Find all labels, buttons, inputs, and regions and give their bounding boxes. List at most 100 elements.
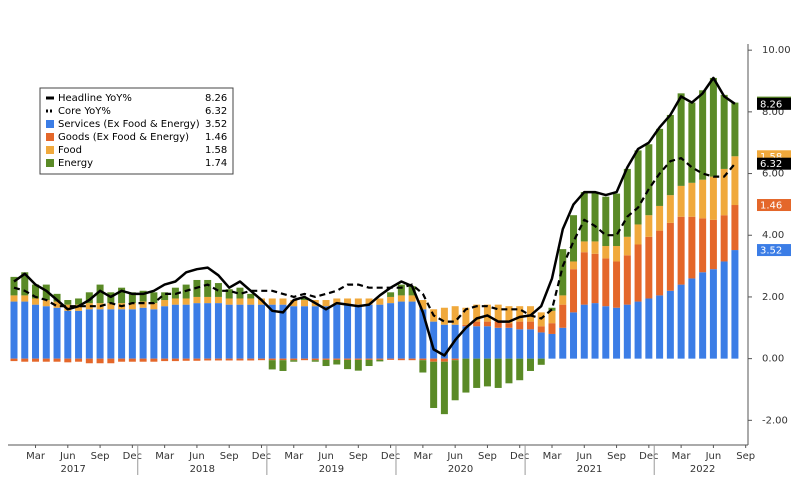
bar: [344, 359, 352, 370]
bar: [516, 358, 524, 381]
bar: [96, 309, 104, 359]
bar: [731, 156, 739, 206]
value-tag-label: 8.26: [760, 99, 782, 110]
bar: [107, 303, 115, 310]
bar: [344, 304, 352, 359]
legend-swatch: [46, 133, 54, 141]
bar: [225, 358, 233, 361]
bar: [204, 303, 212, 359]
bar: [656, 295, 664, 359]
bar: [10, 276, 18, 296]
bar: [268, 298, 276, 305]
bar: [440, 324, 448, 359]
bar: [85, 292, 93, 304]
bar: [483, 304, 491, 322]
bar: [107, 358, 115, 364]
bar: [494, 304, 502, 322]
bar: [257, 358, 265, 361]
bar: [139, 358, 147, 362]
bar: [311, 360, 319, 362]
bar: [516, 306, 524, 322]
value-tag-label: 6.32: [760, 159, 782, 170]
bar: [344, 358, 352, 360]
bar: [301, 300, 309, 307]
bar: [451, 358, 459, 361]
bar: [171, 304, 179, 359]
bar: [709, 176, 717, 220]
bar: [408, 301, 416, 359]
bar: [236, 287, 244, 299]
bar: [634, 244, 642, 302]
bar: [419, 309, 427, 359]
bar: [688, 278, 696, 359]
bar: [408, 295, 416, 302]
bar: [193, 303, 201, 359]
bar: [462, 358, 470, 393]
bar: [204, 279, 212, 297]
legend: Headline YoY% 8.26 Core YoY% 6.32 Services (…: [39, 87, 234, 175]
bar: [311, 358, 319, 361]
bar: [128, 309, 136, 359]
x-tick-label: Jun: [59, 451, 76, 462]
bar: [354, 298, 362, 305]
bar: [128, 358, 136, 362]
bar: [225, 298, 233, 305]
legend-label: Headline YoY%: [58, 93, 132, 104]
bar: [494, 327, 502, 359]
bar: [570, 261, 578, 270]
bar: [666, 114, 674, 196]
bar: [96, 284, 104, 304]
bar: [118, 309, 126, 359]
y-tick-label: 6.00: [762, 169, 784, 180]
bar: [548, 323, 556, 334]
bar: [720, 168, 728, 216]
year-label: 2021: [577, 464, 602, 475]
bar: [150, 292, 158, 304]
bar: [204, 296, 212, 304]
bar: [645, 236, 653, 299]
x-tick-label: Sep: [607, 451, 626, 462]
bar: [451, 306, 459, 325]
bar: [21, 301, 29, 359]
bar: [666, 222, 674, 291]
bar: [118, 358, 126, 362]
bar: [139, 290, 147, 302]
bar: [473, 321, 481, 327]
bar: [128, 303, 136, 310]
bar: [483, 358, 491, 387]
bar: [290, 358, 298, 361]
bar: [290, 300, 298, 307]
bar: [397, 301, 405, 359]
bar: [53, 293, 61, 302]
x-tick-label: Sep: [220, 451, 239, 462]
year-label: 2020: [448, 464, 473, 475]
bar: [494, 321, 502, 328]
bar: [483, 321, 491, 327]
bar: [268, 360, 276, 370]
bar: [537, 332, 545, 359]
y-tick-label: 2.00: [762, 292, 784, 303]
bar: [236, 298, 244, 305]
bar: [301, 306, 309, 359]
bar: [236, 358, 244, 361]
bar: [602, 196, 610, 247]
bar: [301, 358, 309, 361]
bar: [333, 359, 341, 365]
bar: [634, 224, 642, 245]
bar: [193, 358, 201, 361]
bar: [53, 358, 61, 362]
bar: [688, 182, 696, 217]
bar: [32, 304, 40, 359]
bar: [613, 307, 621, 359]
legend-value: 6.32: [205, 106, 227, 117]
bar: [193, 296, 201, 304]
value-tag: [757, 157, 791, 170]
bar: [257, 304, 265, 359]
bar: [656, 128, 664, 206]
bar: [397, 358, 405, 361]
legend-box: [39, 87, 234, 175]
bar: [397, 295, 405, 302]
bar: [387, 303, 395, 359]
bar: [301, 298, 309, 301]
x-tick-label: Mar: [672, 451, 692, 462]
